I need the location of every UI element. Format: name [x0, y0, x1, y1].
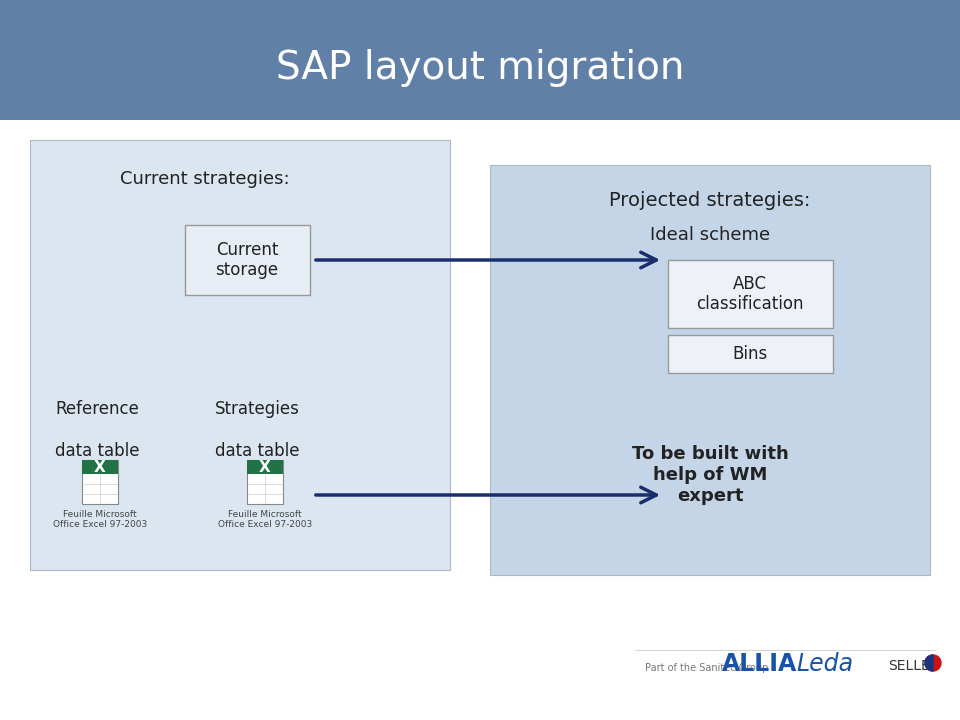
Text: Part of the Sanitec Group: Part of the Sanitec Group	[645, 663, 768, 673]
FancyBboxPatch shape	[668, 335, 833, 373]
Text: Current strategies:: Current strategies:	[120, 170, 290, 188]
Text: Leda: Leda	[797, 652, 853, 676]
Text: Current
storage: Current storage	[215, 240, 278, 279]
FancyBboxPatch shape	[30, 140, 450, 570]
FancyBboxPatch shape	[0, 0, 960, 120]
Text: ABC
classification: ABC classification	[696, 274, 804, 313]
Text: Strategies

data table: Strategies data table	[215, 400, 300, 459]
FancyBboxPatch shape	[668, 260, 833, 328]
Text: X: X	[259, 459, 271, 474]
Text: ALLIA: ALLIA	[722, 652, 798, 676]
Text: X: X	[94, 459, 106, 474]
Text: Ideal scheme: Ideal scheme	[650, 226, 770, 244]
Text: Feuille Microsoft
Office Excel 97-2003: Feuille Microsoft Office Excel 97-2003	[53, 510, 147, 529]
FancyBboxPatch shape	[490, 165, 930, 575]
Text: SAP layout migration: SAP layout migration	[276, 49, 684, 87]
Text: Reference

data table: Reference data table	[55, 400, 139, 459]
Text: Bins: Bins	[732, 345, 768, 363]
FancyBboxPatch shape	[247, 460, 283, 474]
Text: Projected strategies:: Projected strategies:	[610, 191, 810, 210]
FancyBboxPatch shape	[247, 460, 283, 504]
Text: Feuille Microsoft
Office Excel 97-2003: Feuille Microsoft Office Excel 97-2003	[218, 510, 312, 529]
Text: To be built with
help of WM
expert: To be built with help of WM expert	[632, 445, 788, 505]
FancyBboxPatch shape	[185, 225, 310, 295]
FancyBboxPatch shape	[82, 460, 118, 504]
Text: SELLES: SELLES	[888, 659, 939, 673]
FancyBboxPatch shape	[82, 460, 118, 474]
Circle shape	[925, 655, 941, 671]
Polygon shape	[925, 655, 933, 671]
